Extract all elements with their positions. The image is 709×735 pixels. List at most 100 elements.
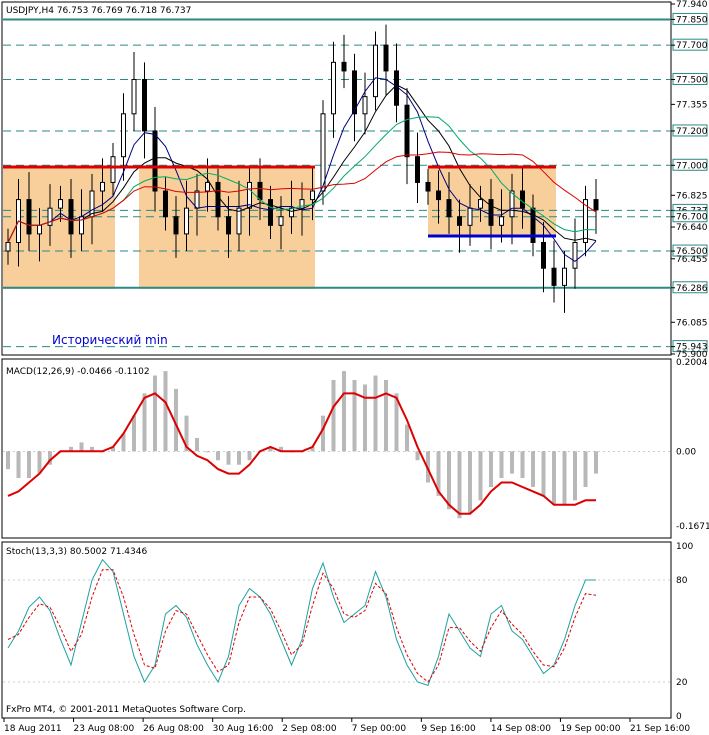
candle-body <box>173 216 179 235</box>
candle-body <box>299 199 305 209</box>
macd-bar <box>27 451 31 479</box>
macd-title: MACD(12,26,9) -0.0466 -0.1102 <box>6 367 150 377</box>
macd-bar <box>205 451 210 453</box>
macd-bar <box>6 451 10 470</box>
macd-bar <box>111 446 115 452</box>
macd-bar <box>405 424 409 452</box>
candle-body <box>121 113 126 158</box>
candle-body <box>415 156 420 183</box>
macd-bar <box>174 388 178 452</box>
candle-body <box>163 190 168 218</box>
macd-signal-line <box>7 392 596 515</box>
x-tick-label: 18 Aug 2011 <box>4 724 62 734</box>
price-tick-label: 77.700 <box>676 41 708 51</box>
candle-body <box>593 199 599 211</box>
stoch-title: Stoch(13,3,3) 80.5002 71.4346 <box>6 547 147 557</box>
copyright-text: FxPro MT4, © 2001-2011 MetaQuotes Softwa… <box>6 705 246 715</box>
macd-bar <box>478 451 483 501</box>
x-tick-label: 19 Sep 00:00 <box>560 724 620 734</box>
stoch-panel-border <box>1 541 672 719</box>
macd-bar <box>37 451 42 474</box>
price-tick-label: 77.940 <box>676 0 708 10</box>
macd-bar <box>321 415 325 452</box>
macd-bar <box>142 393 147 452</box>
stoch-signal-line <box>7 569 597 683</box>
candle-body <box>247 181 252 209</box>
macd-bar <box>415 451 420 461</box>
candle-body <box>68 199 74 235</box>
macd-bar <box>510 451 514 474</box>
price-tick-label: 77.850 <box>676 15 708 25</box>
axis-labels: 77.940 77.850 77.700 77.500 77.355 77.200 77.0… <box>3 0 709 734</box>
macd-bar <box>247 451 252 461</box>
stochastic-series <box>3 558 671 687</box>
candle-body <box>488 199 494 226</box>
candle-body <box>289 207 294 218</box>
macd-bar <box>216 451 220 461</box>
price-tick-label: 75.943 <box>676 343 708 353</box>
price-levels <box>3 18 671 348</box>
candle-body <box>331 61 336 115</box>
candle-body <box>583 199 588 243</box>
macd-bar <box>16 451 21 479</box>
macd-bar <box>331 380 336 452</box>
macd-bar <box>132 415 136 452</box>
x-tick-label: 2 Sep 08:00 <box>282 724 337 734</box>
candle-body <box>562 267 567 286</box>
x-tick-label: 23 Aug 08:00 <box>74 724 135 734</box>
candle-body <box>425 181 431 192</box>
macd-bar <box>352 380 357 452</box>
macd-bar <box>457 451 462 519</box>
price-title: USDJPY,H4 76.753 76.769 76.718 76.737 <box>6 6 191 16</box>
candle-body <box>457 216 462 226</box>
candle-body <box>383 44 389 72</box>
stoch-main-line <box>7 558 596 687</box>
price-tick-label: 76.700 <box>676 213 708 223</box>
historical-min-label: Исторический min <box>52 333 168 347</box>
x-tick-label: 30 Aug 16:00 <box>213 724 274 734</box>
macd-bar <box>279 446 283 452</box>
candle-body <box>215 181 221 218</box>
macd-bar <box>468 451 472 514</box>
macd-bar <box>226 451 231 465</box>
macd-bar <box>384 380 388 452</box>
candle-body <box>352 70 357 115</box>
macd-bar <box>237 451 241 465</box>
candle-body <box>100 181 105 192</box>
candle-body <box>362 96 368 115</box>
candle-body <box>478 199 483 209</box>
macd-bar <box>79 442 84 452</box>
stoch-tick-label: 0 <box>676 712 682 722</box>
macd-bar <box>195 437 199 452</box>
candle-body <box>268 199 273 226</box>
x-tick-label: 21 Sep 16:00 <box>630 724 690 734</box>
price-tick-label: 76.640 <box>676 223 708 233</box>
candle-body <box>236 207 242 235</box>
macd-bar <box>310 446 315 452</box>
candle-body <box>278 216 284 226</box>
macd-bar <box>394 393 399 452</box>
candle-body <box>26 199 32 235</box>
candle-body <box>205 181 210 192</box>
macd-bar <box>373 375 378 452</box>
candle-body <box>310 190 315 201</box>
macd-bar <box>489 451 493 487</box>
macd-bar <box>363 384 367 452</box>
price-tick-label: 77.355 <box>676 100 708 110</box>
macd-tick-label: 0.2004 <box>676 358 708 368</box>
candle-body <box>404 104 410 158</box>
macd-bar <box>562 451 567 505</box>
candle-body <box>446 199 452 218</box>
macd-bar <box>447 451 451 510</box>
macd-bar <box>342 371 346 452</box>
moving-average-8 <box>7 84 597 243</box>
moving-averages <box>7 77 597 263</box>
macd-bar <box>520 451 525 479</box>
price-tick-label: 77.500 <box>676 75 708 85</box>
candle-body <box>509 190 515 218</box>
price-tick-label: 76.286 <box>676 284 708 294</box>
macd-bar <box>573 451 577 501</box>
macd-bar <box>552 451 556 505</box>
